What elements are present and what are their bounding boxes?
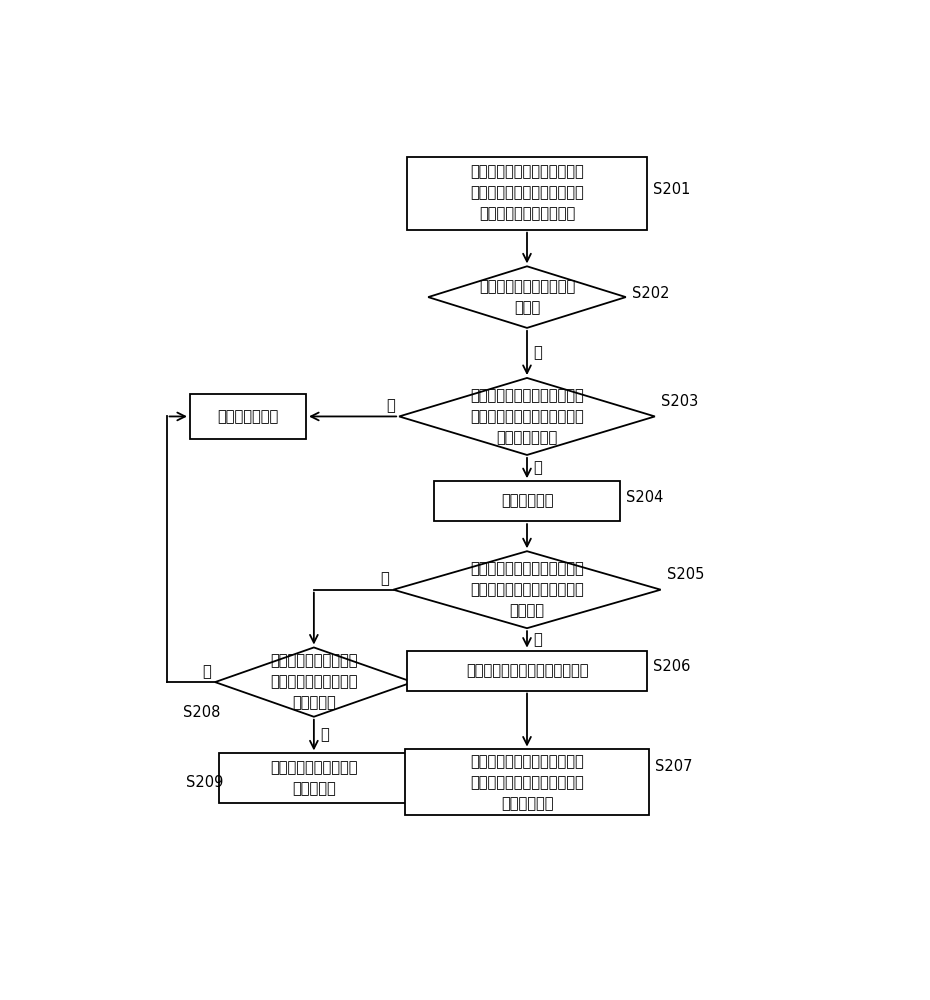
Text: S208: S208 xyxy=(182,705,219,720)
Bar xyxy=(434,481,620,521)
Bar xyxy=(219,753,409,803)
Bar xyxy=(405,749,649,815)
Text: S201: S201 xyxy=(653,182,691,197)
Text: 否: 否 xyxy=(387,398,395,413)
Text: 预先设置快速启动拍照的指纹
信息和用于解锁终端的解锁指
纹信息，并对其进行保存: 预先设置快速启动拍照的指纹 信息和用于解锁终端的解锁指 纹信息，并对其进行保存 xyxy=(471,165,584,222)
Bar xyxy=(190,394,306,439)
Text: 否: 否 xyxy=(380,571,390,586)
Text: 检测终端的指纹识别按键被按
下而触发中断的时间是否超过
预设的时间阈值: 检测终端的指纹识别按键被按 下而触发中断的时间是否超过 预设的时间阈值 xyxy=(471,388,584,445)
Text: S204: S204 xyxy=(626,490,664,505)
Text: 执行终端解锁操作，进
入操作系统: 执行终端解锁操作，进 入操作系统 xyxy=(270,760,358,796)
Text: 是: 是 xyxy=(320,728,329,743)
Text: 是: 是 xyxy=(533,461,542,476)
Text: S209: S209 xyxy=(186,775,224,790)
Text: 检测终端当前是否处于待
机状态: 检测终端当前是否处于待 机状态 xyxy=(479,279,575,315)
Polygon shape xyxy=(393,551,660,628)
Text: S207: S207 xyxy=(656,759,693,774)
Text: S206: S206 xyxy=(653,659,691,674)
Text: 当拍照完成时，使终端产生振
动用以作为拍照成功的标志，
从而提示用户: 当拍照完成时，使终端产生振 动用以作为拍照成功的标志， 从而提示用户 xyxy=(471,754,584,811)
Text: 停留在待机状态: 停留在待机状态 xyxy=(218,409,279,424)
Text: 启动指纹识别: 启动指纹识别 xyxy=(500,494,553,509)
Text: S202: S202 xyxy=(632,286,670,301)
Bar xyxy=(407,157,647,230)
Text: 直接启动摄像头进行隐蔽式拍照: 直接启动摄像头进行隐蔽式拍照 xyxy=(466,663,589,678)
Text: 检测用户当前输入的指
纹信息是否为预设的解
锁指纹信息: 检测用户当前输入的指 纹信息是否为预设的解 锁指纹信息 xyxy=(270,654,358,711)
Polygon shape xyxy=(428,266,626,328)
Text: S203: S203 xyxy=(661,394,698,409)
Text: 是: 是 xyxy=(533,632,542,647)
Text: 否: 否 xyxy=(203,664,211,679)
Bar xyxy=(407,651,647,691)
Text: 是: 是 xyxy=(533,345,542,360)
Polygon shape xyxy=(399,378,655,455)
Text: S205: S205 xyxy=(667,567,704,582)
Polygon shape xyxy=(215,647,413,717)
Text: 检测用户当前输入的指纹信息
是否为预设的快速启动拍照的
指纹信息: 检测用户当前输入的指纹信息 是否为预设的快速启动拍照的 指纹信息 xyxy=(471,561,584,618)
